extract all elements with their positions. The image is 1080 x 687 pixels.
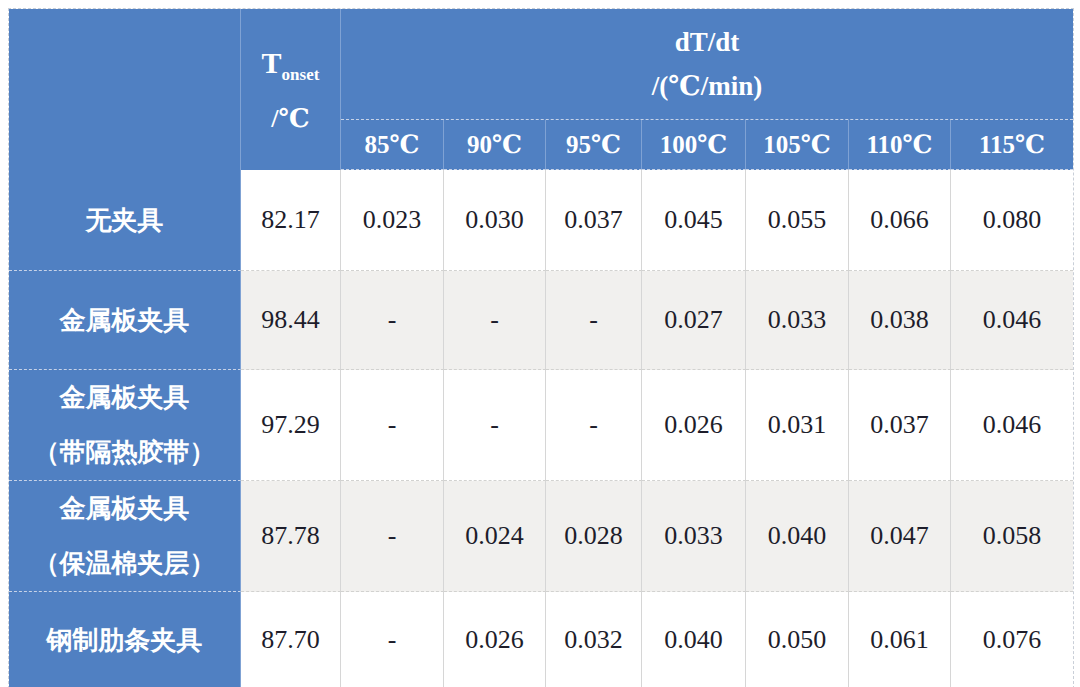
corner-cell [9, 9, 241, 170]
row-label-metal-plate: 金属板夹具 [9, 271, 241, 370]
dtdt-value: 0.058 [951, 481, 1073, 592]
tonset-value: 87.70 [241, 592, 341, 687]
dtdt-value: 0.080 [951, 170, 1073, 271]
tonset-subscript: onset [282, 65, 320, 84]
tonset-value: 87.78 [241, 481, 341, 592]
col-header-105c: 105℃ [746, 120, 849, 170]
dtdt-value: 0.038 [849, 271, 951, 370]
dtdt-value: 0.026 [444, 592, 546, 687]
row-label-no-fixture: 无夹具 [9, 170, 241, 271]
col-header-100c: 100℃ [642, 120, 746, 170]
dtdt-value: 0.040 [746, 481, 849, 592]
table-row: 金属板夹具 （保温棉夹层） 87.78 - 0.024 0.028 0.033 … [9, 481, 1073, 592]
dtdt-value: - [444, 271, 546, 370]
row-label-metal-plate-cotton-layer: 金属板夹具 （保温棉夹层） [9, 481, 241, 592]
tonset-value: 98.44 [241, 271, 341, 370]
page: Tonset /℃ dT/dt /(℃/min) 85℃ 90℃ 95℃ 100… [0, 0, 1080, 687]
tonset-value: 82.17 [241, 170, 341, 271]
dtdt-value: 0.028 [546, 481, 642, 592]
dtdt-value: 0.027 [642, 271, 746, 370]
table-row: 金属板夹具 （带隔热胶带） 97.29 - - - 0.026 0.031 0.… [9, 370, 1073, 481]
row-label-steel-rib: 钢制肋条夹具 [9, 592, 241, 687]
dtdt-value: - [341, 481, 444, 592]
dtdt-value: 0.046 [951, 370, 1073, 481]
dtdt-value: 0.040 [642, 592, 746, 687]
dtdt-value: 0.045 [642, 170, 746, 271]
dtdt-value: 0.033 [746, 271, 849, 370]
tonset-header-cell: Tonset /℃ [241, 9, 341, 170]
dtdt-value: 0.023 [341, 170, 444, 271]
dtdt-value: - [546, 271, 642, 370]
dtdt-value: 0.066 [849, 170, 951, 271]
dtdt-header-cell: dT/dt /(℃/min) [341, 9, 1073, 120]
dtdt-value: 0.046 [951, 271, 1073, 370]
dtdt-unit: /(℃/min) [652, 70, 762, 102]
dtdt-value: - [444, 370, 546, 481]
col-header-90c: 90℃ [444, 120, 546, 170]
dtdt-value: 0.030 [444, 170, 546, 271]
table-row: 金属板夹具 98.44 - - - 0.027 0.033 0.038 0.04… [9, 271, 1073, 370]
dtdt-label: dT/dt [675, 27, 740, 58]
tonset-value: 97.29 [241, 370, 341, 481]
col-header-85c: 85℃ [341, 120, 444, 170]
dtdt-value: - [341, 370, 444, 481]
tonset-symbol: Tonset [262, 46, 320, 85]
col-header-95c: 95℃ [546, 120, 642, 170]
table-row: 无夹具 82.17 0.023 0.030 0.037 0.045 0.055 … [9, 170, 1073, 271]
dtdt-value: 0.076 [951, 592, 1073, 687]
dtdt-value: - [546, 370, 642, 481]
table-row: 钢制肋条夹具 87.70 - 0.026 0.032 0.040 0.050 0… [9, 592, 1073, 687]
dtdt-value: 0.055 [746, 170, 849, 271]
dtdt-value: - [341, 592, 444, 687]
dtdt-value: 0.037 [849, 370, 951, 481]
tonset-unit: /℃ [271, 103, 309, 134]
dtdt-value: 0.061 [849, 592, 951, 687]
dtdt-value: 0.026 [642, 370, 746, 481]
dtdt-value: 0.033 [642, 481, 746, 592]
dtdt-value: 0.031 [746, 370, 849, 481]
row-label-metal-plate-insulation-tape: 金属板夹具 （带隔热胶带） [9, 370, 241, 481]
dtdt-value: - [341, 271, 444, 370]
dtdt-value: 0.037 [546, 170, 642, 271]
col-header-115c: 115℃ [951, 120, 1073, 170]
thermal-runaway-table: Tonset /℃ dT/dt /(℃/min) 85℃ 90℃ 95℃ 100… [8, 8, 1074, 687]
dtdt-value: 0.047 [849, 481, 951, 592]
dtdt-value: 0.024 [444, 481, 546, 592]
dtdt-value: 0.050 [746, 592, 849, 687]
col-header-110c: 110℃ [849, 120, 951, 170]
dtdt-value: 0.032 [546, 592, 642, 687]
